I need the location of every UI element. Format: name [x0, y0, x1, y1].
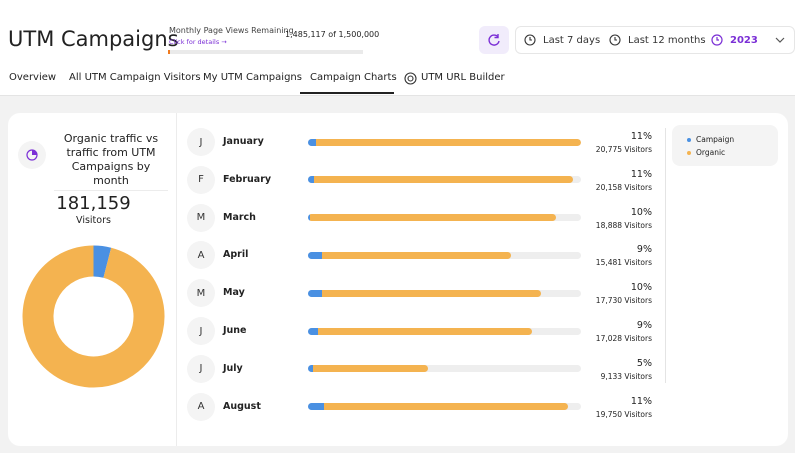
- month-visitors: 15,481 Visitors: [562, 258, 652, 267]
- bar-campaign: [308, 328, 318, 335]
- bar-campaign: [308, 290, 322, 297]
- date-filter[interactable]: Last 12 months: [609, 26, 706, 54]
- month-name: August: [223, 401, 261, 412]
- bar-track: [308, 252, 581, 259]
- month-percent: 10%: [572, 207, 652, 218]
- clock-icon: [524, 34, 536, 46]
- total-visitors: 181,159: [20, 193, 167, 214]
- date-filter[interactable]: 2023: [711, 26, 758, 54]
- date-filter[interactable]: Last 7 days: [524, 26, 600, 54]
- month-visitors: 20,775 Visitors: [562, 145, 652, 154]
- bar-organic: [313, 365, 428, 372]
- donut-slice: [94, 261, 108, 263]
- bar-track: [308, 176, 581, 183]
- month-percent: 11%: [572, 396, 652, 407]
- bar-track: [308, 328, 581, 335]
- legend-marker: [687, 138, 691, 142]
- divider: [665, 128, 666, 383]
- month-percent: 5%: [572, 358, 652, 369]
- dropdown-chevron[interactable]: [775, 36, 785, 44]
- date-filter-label: Last 12 months: [628, 35, 706, 46]
- quota-used: [168, 50, 170, 54]
- bar-organic: [324, 403, 568, 410]
- legend-label: Organic: [696, 148, 725, 157]
- chart-icon: [18, 141, 46, 169]
- url-builder-icon: [404, 72, 417, 85]
- month-initial: F: [187, 166, 215, 194]
- month-visitors: 17,028 Visitors: [562, 334, 652, 343]
- pie-icon: [26, 149, 38, 161]
- month-initial: M: [187, 279, 215, 307]
- date-filter-label: 2023: [730, 35, 758, 46]
- refresh-button[interactable]: [479, 26, 509, 54]
- month-name: April: [223, 249, 248, 260]
- month-initial: A: [187, 393, 215, 421]
- month-initial: J: [187, 317, 215, 345]
- month-name: June: [223, 325, 247, 336]
- quota-bar: [168, 50, 363, 54]
- month-name: February: [223, 174, 271, 185]
- bar-organic: [314, 176, 573, 183]
- bar-organic: [322, 290, 541, 297]
- divider: [176, 113, 177, 446]
- chart-title: Organic traffic vs traffic from UTM Camp…: [54, 132, 168, 191]
- active-tab-underline: [300, 92, 394, 94]
- bar-organic: [318, 328, 532, 335]
- month-percent: 9%: [572, 244, 652, 255]
- donut-slice: [38, 261, 149, 372]
- quota-link[interactable]: Click for details →: [169, 38, 227, 46]
- date-filter-label: Last 7 days: [543, 35, 600, 46]
- total-visitors-unit: Visitors: [20, 215, 167, 226]
- donut-chart: [20, 243, 167, 390]
- page-title: UTM Campaigns: [8, 27, 179, 51]
- tab-active[interactable]: Campaign Charts: [310, 72, 397, 83]
- refresh-icon: [487, 33, 501, 47]
- month-visitors: 19,750 Visitors: [562, 410, 652, 419]
- month-percent: 9%: [572, 320, 652, 331]
- bar-organic: [322, 252, 512, 259]
- legend-label: Campaign: [696, 135, 734, 144]
- bar-organic: [310, 214, 556, 221]
- clock-icon: [711, 34, 723, 46]
- month-percent: 11%: [572, 131, 652, 142]
- month-percent: 10%: [572, 282, 652, 293]
- bar-track: [308, 403, 581, 410]
- bar-track: [308, 365, 581, 372]
- month-visitors: 20,158 Visitors: [562, 183, 652, 192]
- tab[interactable]: All UTM Campaign Visitors: [69, 72, 201, 83]
- bar-campaign: [308, 403, 324, 410]
- bar-campaign: [308, 252, 322, 259]
- month-initial: J: [187, 355, 215, 383]
- month-visitors: 9,133 Visitors: [562, 372, 652, 381]
- month-visitors: 17,730 Visitors: [562, 296, 652, 305]
- clock-icon: [609, 34, 621, 46]
- month-initial: J: [187, 128, 215, 156]
- tab[interactable]: My UTM Campaigns: [203, 72, 302, 83]
- tab[interactable]: Overview: [9, 72, 56, 83]
- quota-text: 1,485,117 of 1,500,000: [285, 30, 379, 39]
- month-name: January: [223, 136, 264, 147]
- month-name: March: [223, 212, 256, 223]
- bar-track: [308, 139, 581, 146]
- bar-track: [308, 214, 581, 221]
- month-percent: 11%: [572, 169, 652, 180]
- month-initial: M: [187, 204, 215, 232]
- month-name: July: [223, 363, 243, 374]
- tab[interactable]: UTM URL Builder: [421, 72, 505, 83]
- bar-organic: [316, 139, 581, 146]
- legend-marker: [687, 151, 691, 155]
- month-name: May: [223, 287, 245, 298]
- month-visitors: 18,888 Visitors: [562, 221, 652, 230]
- bar-track: [308, 290, 581, 297]
- bar-campaign: [308, 139, 316, 146]
- quota-label: Monthly Page Views Remaining: [169, 26, 294, 35]
- legend: [672, 125, 778, 166]
